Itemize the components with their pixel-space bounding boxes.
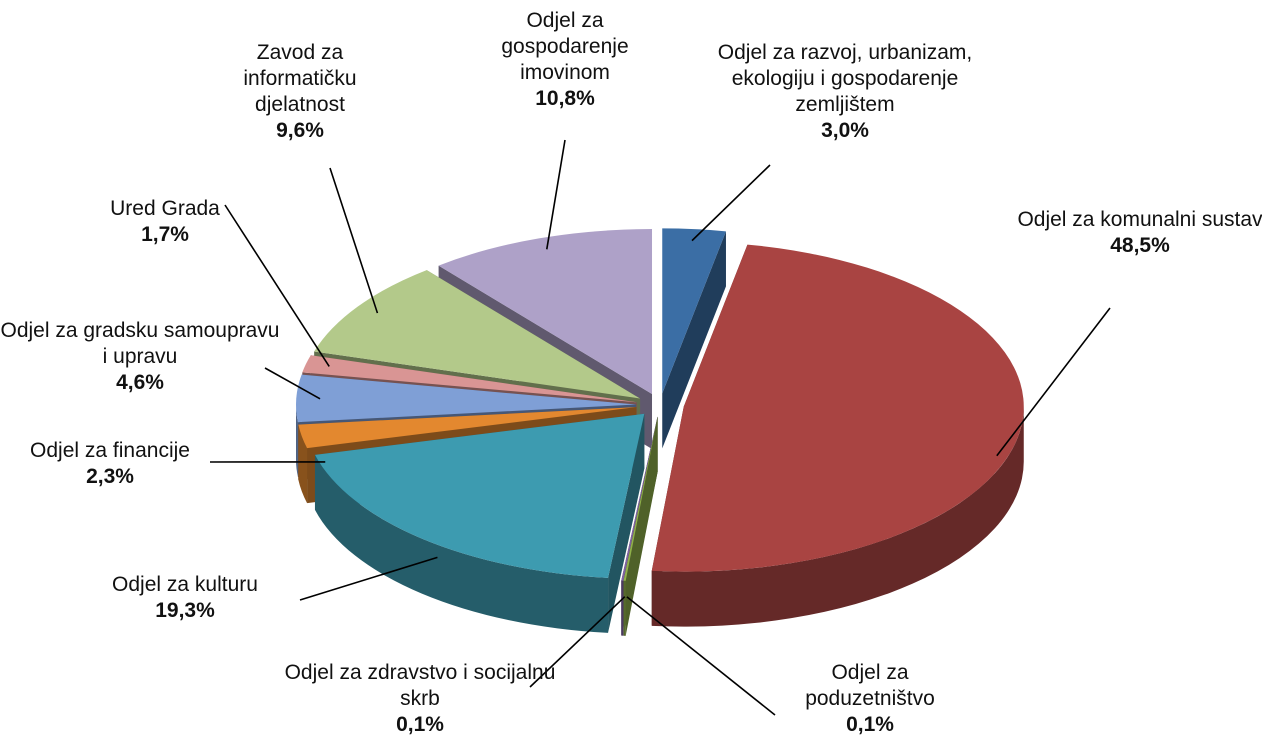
category-label: Odjel za gospodarenje imovinom [501,9,629,84]
slice-top [623,416,658,581]
category-label: Ured Grada [110,197,220,220]
data-label: Odjel za komunalni sustav 48,5% [1010,207,1262,259]
value-label: 1,7% [141,223,189,246]
slice-top [302,355,637,403]
slice-top [662,228,726,394]
slice-wall [314,454,609,633]
category-label: Odjel za razvoj, urbanizam, ekologiju i … [717,41,973,116]
value-label: 3,0% [821,119,869,142]
data-label: Odjel za kulturu 19,3% [55,572,315,624]
slice-top [651,244,1024,572]
data-label: Odjel za razvoj, urbanizam, ekologiju i … [715,40,975,144]
slice-wall [296,404,298,478]
leader-line [996,307,1111,457]
value-label: 48,5% [1110,234,1170,257]
leader-line [626,596,776,716]
slice-wall [298,424,308,504]
slice-side [623,416,658,636]
data-label: Odjel za zdravstvo i socijalnu skrb 0,1% [280,660,560,738]
leader-line [691,164,771,242]
category-label: Odjel za zdravstvo i socijalnu skrb [284,661,556,710]
slice-side [662,231,726,449]
slice-top [621,416,658,581]
category-label: Odjel za gradsku samoupravu i upravu [0,319,280,368]
slice-top [298,407,637,449]
data-label: Odjel za financije 2,3% [0,438,220,490]
slice-wall [621,580,624,636]
category-label: Odjel za kulturu [112,573,258,596]
slice [651,244,1024,627]
data-label: Odjel za gospodarenje imovinom 10,8% [465,8,665,112]
data-label: Odjel za gradsku samoupravu i upravu 4,6% [0,318,280,396]
category-label: Odjel za komunalni sustav [1017,208,1262,231]
slice [662,228,726,449]
leader-line [264,367,321,400]
leader-line [224,204,330,367]
value-label: 4,6% [116,371,164,394]
data-label: Ured Grada 1,7% [65,196,265,248]
slice-top [296,374,637,423]
data-label: Zavod za informatičku djelatnost 9,6% [200,40,400,144]
value-label: 0,1% [396,713,444,736]
leader-line [329,167,379,314]
value-label: 0,1% [846,713,894,736]
slice-top [314,270,641,399]
value-label: 9,6% [276,119,324,142]
slice-top [314,413,645,578]
slice [314,413,645,633]
value-label: 19,3% [155,599,215,622]
slice-top [438,229,653,395]
slice-wall [651,406,1024,627]
leader-line [529,596,626,688]
value-label: 2,3% [86,465,134,488]
slice-wall [623,580,626,636]
leader-line [545,139,566,250]
leader-line [299,556,438,601]
category-label: Odjel za poduzetništvo [805,661,935,710]
slice [623,416,658,636]
category-label: Zavod za informatičku djelatnost [243,41,357,116]
value-label: 10,8% [535,87,595,110]
data-label: Odjel za poduzetništvo 0,1% [770,660,970,738]
category-label: Odjel za financije [30,439,190,462]
